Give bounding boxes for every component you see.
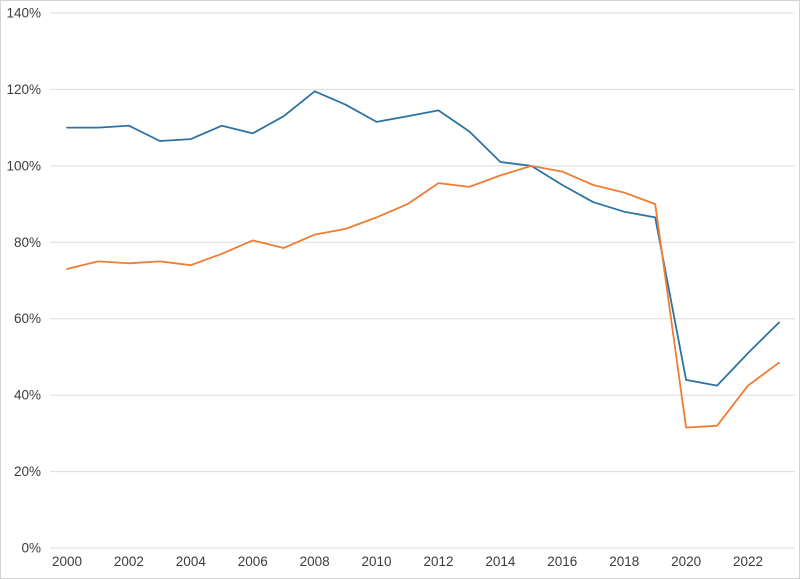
x-tick-label: 2016 bbox=[547, 554, 577, 569]
y-tick-label: 20% bbox=[14, 464, 41, 479]
x-tick-label: 2008 bbox=[300, 554, 330, 569]
x-tick-label: 2002 bbox=[114, 554, 144, 569]
x-tick-label: 2018 bbox=[609, 554, 639, 569]
x-tick-label: 2022 bbox=[733, 554, 763, 569]
x-tick-label: 2014 bbox=[485, 554, 516, 569]
y-tick-label: 60% bbox=[14, 311, 41, 326]
y-tick-label: 0% bbox=[21, 541, 41, 556]
x-tick-label: 2000 bbox=[52, 554, 82, 569]
x-tick-label: 2006 bbox=[238, 554, 268, 569]
orange-series-line bbox=[66, 164, 780, 429]
x-tick-label: 2020 bbox=[671, 554, 701, 569]
blue-series-line bbox=[66, 90, 780, 387]
y-tick-label: 80% bbox=[14, 235, 41, 250]
y-tick-label: 120% bbox=[6, 82, 41, 97]
x-tick-label: 2012 bbox=[423, 554, 453, 569]
x-tick-label: 2010 bbox=[362, 554, 392, 569]
y-tick-label: 100% bbox=[6, 158, 41, 173]
x-tick-label: 2004 bbox=[176, 554, 207, 569]
y-tick-label: 40% bbox=[14, 388, 41, 403]
y-tick-label: 140% bbox=[6, 6, 41, 21]
